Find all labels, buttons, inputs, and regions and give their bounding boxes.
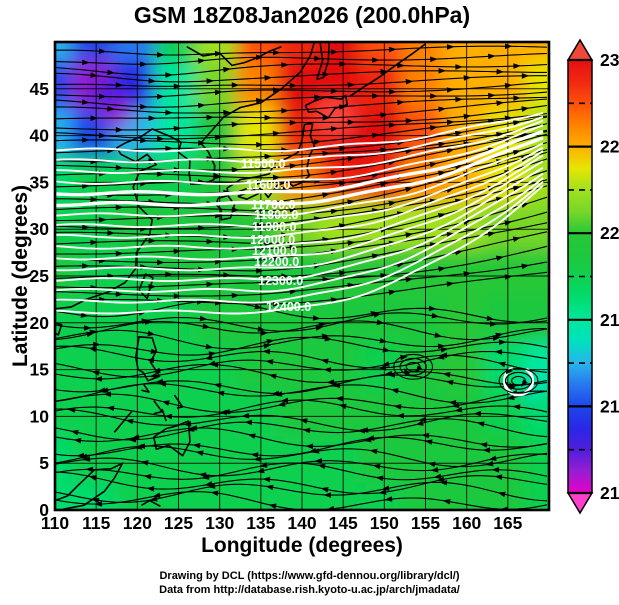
- x-axis-title: Longitude (degrees): [201, 534, 403, 557]
- colorbar-under-triangle: [566, 492, 594, 515]
- plot-frame: [53, 40, 551, 512]
- y-tick-label: 40: [30, 126, 50, 146]
- contour-label: 11900.0: [252, 220, 297, 234]
- colorbar-tick-label: 210: [600, 483, 619, 503]
- wind-streamlines: [55, 43, 548, 510]
- x-tick-label: 145: [329, 513, 358, 533]
- y-tick-label: 15: [30, 360, 50, 380]
- vortex-streamline: [511, 375, 526, 386]
- contour-label: 12000.0: [250, 233, 295, 247]
- colorbar-tick-label: 218: [600, 310, 619, 330]
- y-tick-label: 0: [39, 500, 49, 520]
- vortex-streamline: [393, 353, 434, 380]
- page-title: GSM 18Z08Jan2026 (200.0hPa): [133, 2, 471, 28]
- x-tick-labels: 110 115 120 125 130 135 140 145 150 155 160 165: [41, 513, 523, 533]
- contour-label: 11800.0: [254, 208, 299, 222]
- contour-label: 12200.0: [254, 255, 299, 269]
- y-tick-label: 45: [30, 79, 50, 99]
- x-tick-label: 160: [452, 513, 481, 533]
- credit-line-1: Drawing by DCL (https://www.gfd-dennou.o…: [159, 570, 460, 582]
- colorbar-tick-label: 214: [600, 396, 619, 416]
- vortex-streamline: [405, 361, 421, 372]
- y-tick-label: 5: [39, 453, 49, 473]
- y-tick-label: 30: [30, 219, 50, 239]
- x-tick-label: 155: [411, 513, 440, 533]
- contour-label: 11700.0: [251, 198, 296, 212]
- x-tick-label: 140: [287, 513, 316, 533]
- contour-labels: 11500.0 11600.0 11700.011800.011900.012000…: [241, 157, 311, 314]
- y-tick-label: 20: [30, 313, 50, 333]
- vortex-streamline: [399, 357, 427, 376]
- colorbar-tick-label: 222: [600, 223, 619, 243]
- x-tick-label: 115: [82, 513, 110, 533]
- vortex-streamline: [504, 371, 533, 390]
- colorbar-over-triangle: [566, 38, 594, 61]
- contour-label: 12300.0: [258, 274, 303, 288]
- field-feature-spot: [90, 79, 119, 108]
- contour-label: 12400.0: [266, 300, 311, 314]
- x-tick-label: 125: [164, 513, 193, 533]
- white-contour-ring: [502, 365, 535, 397]
- x-tick-label: 165: [493, 513, 522, 533]
- x-tick-label: 120: [123, 513, 152, 533]
- x-tick-label: 150: [370, 513, 399, 533]
- y-tick-label: 10: [30, 406, 50, 426]
- contour-label: 11600.0: [246, 178, 291, 192]
- colorbar-tick-label: 226: [600, 137, 619, 157]
- y-tick-label: 35: [30, 172, 50, 192]
- y-tick-labels: 0 5 10 15 20 25 30 35 40 45: [30, 79, 50, 520]
- colorbar: 230 226 222 218 214 210: [566, 38, 619, 515]
- contour-label: 12100.0: [252, 244, 297, 258]
- contour-label: 11500.0: [241, 157, 286, 171]
- x-tick-label: 130: [205, 513, 234, 533]
- y-tick-label: 25: [30, 266, 50, 286]
- x-tick-label: 110: [41, 513, 69, 533]
- colorbar-tick-label: 230: [600, 50, 619, 70]
- credit-line-2: Data from http://database.rish.kyoto-u.a…: [159, 584, 460, 596]
- height-contours: [55, 111, 544, 315]
- x-tick-label: 135: [246, 513, 275, 533]
- vortex-streamline: [498, 367, 539, 394]
